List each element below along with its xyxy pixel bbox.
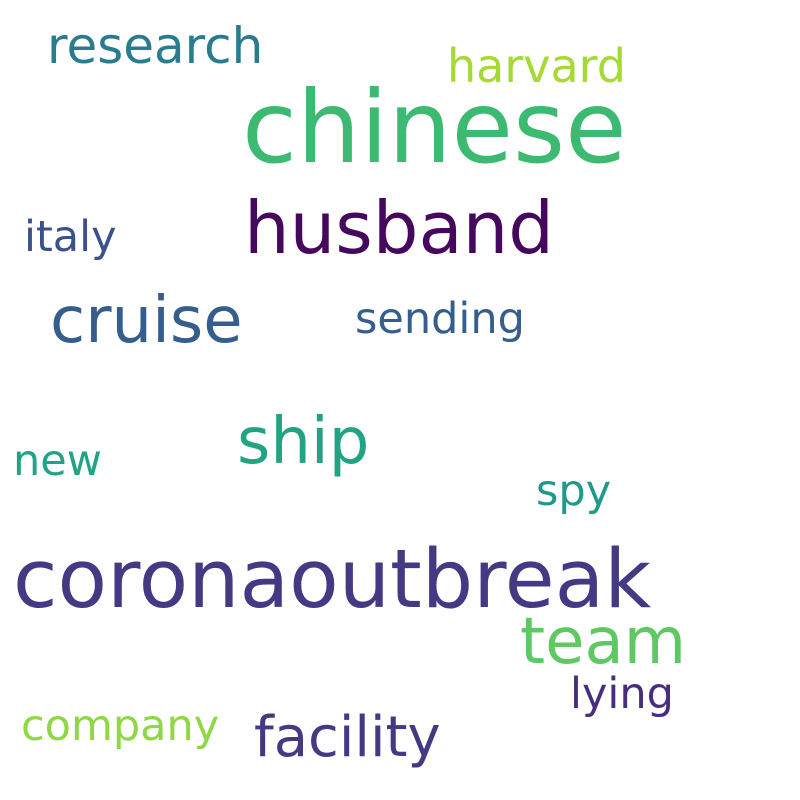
word-husband: husband [244, 186, 554, 270]
word-italy: italy [24, 212, 117, 262]
word-cruise: cruise [50, 284, 243, 358]
word-company: company [21, 701, 220, 751]
word-sending: sending [355, 294, 525, 344]
word-spy: spy [536, 466, 612, 516]
word-coronaoutbreak: coronaoutbreak [13, 533, 652, 627]
word-ship: ship [237, 405, 370, 479]
word-team: team [520, 605, 687, 679]
word-facility: facility [254, 705, 441, 770]
word-new: new [13, 436, 102, 486]
word-harvard: harvard [447, 39, 626, 93]
word-research: research [47, 17, 264, 75]
word-chinese: chinese [242, 69, 627, 186]
word-lying: lying [570, 669, 674, 719]
